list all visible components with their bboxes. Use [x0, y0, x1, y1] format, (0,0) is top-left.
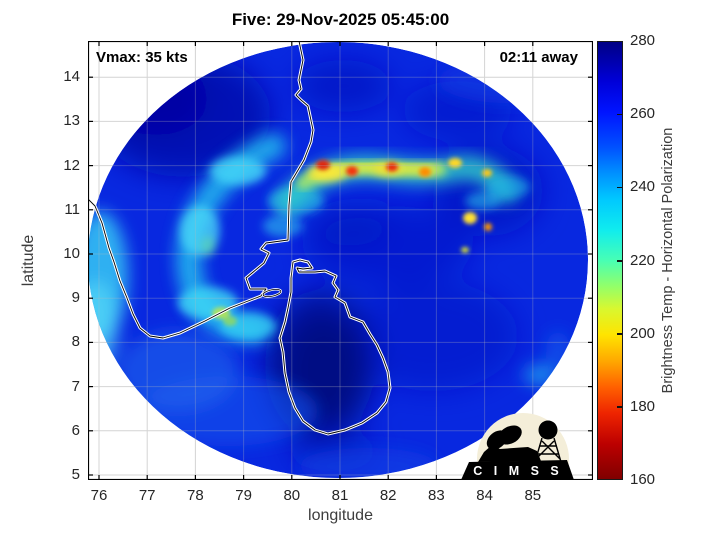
coastline-india [88, 41, 315, 340]
colorbar-tick-mark [617, 186, 622, 189]
x-tick-label: 80 [283, 487, 301, 504]
plot-frame [88, 41, 593, 480]
vmax-annotation: Vmax: 35 kts [96, 49, 188, 66]
plot-title: Five: 29-Nov-2025 05:45:00 [231, 10, 450, 29]
x-tick-label: 84 [476, 487, 493, 504]
cimss-logo: C I M S S [461, 413, 574, 480]
colorbar-tick-label: 160 [630, 471, 656, 488]
colorbar-tick-mark [617, 113, 622, 116]
y-tick-label: 6 [71, 421, 80, 439]
colorbar-tick-label: 260 [630, 105, 656, 123]
x-axis-label: longitude [308, 507, 373, 524]
y-tick-label: 5 [71, 466, 80, 483]
colorbar-tick-mark [617, 333, 622, 335]
eta-annotation: 02:11 away [499, 49, 578, 66]
plot-area: C I M S S [88, 41, 593, 480]
y-axis-label: latitude [20, 234, 37, 287]
y-tick-label: 10 [63, 245, 80, 262]
colorbar-tick-label: 240 [630, 178, 656, 196]
logo-text: C I M S S [473, 464, 562, 478]
colorbar-tick-mark [617, 406, 622, 408]
colorbar-tick-mark [617, 260, 622, 262]
x-tick-label: 85 [524, 487, 542, 504]
x-tick-label: 78 [187, 487, 204, 504]
y-tick-label: 7 [71, 377, 80, 395]
x-tick-label: 77 [138, 487, 156, 504]
y-tick-label: 13 [63, 112, 80, 130]
satellite-dish-icon [498, 425, 522, 445]
water-tower-tank-icon [538, 420, 558, 440]
coastline-sri-lanka [261, 258, 392, 436]
x-tick-label: 79 [235, 487, 252, 504]
logo-silhouettes [478, 420, 562, 463]
convective-band [276, 155, 530, 253]
colorbar-tick-label: 200 [630, 324, 656, 342]
logo-banner [461, 460, 574, 480]
colorbar-tick-label: 220 [630, 251, 656, 269]
colorbar-tick-label: 180 [630, 397, 656, 415]
y-tick-label: 8 [71, 333, 80, 351]
x-tick-label: 82 [379, 487, 397, 504]
x-tick-label: 83 [428, 487, 445, 504]
y-tick-label: 9 [71, 289, 80, 307]
y-tick-label: 14 [63, 68, 80, 86]
y-tick-label: 12 [63, 156, 80, 174]
logo-building [478, 445, 541, 462]
y-tick-label: 11 [64, 200, 80, 218]
swath-image [88, 42, 588, 478]
x-tick-label: 76 [90, 487, 108, 504]
colorbar-tick-label: 280 [630, 32, 656, 49]
x-tick-label: 81 [331, 487, 349, 504]
water-tower-legs-icon [534, 437, 562, 463]
